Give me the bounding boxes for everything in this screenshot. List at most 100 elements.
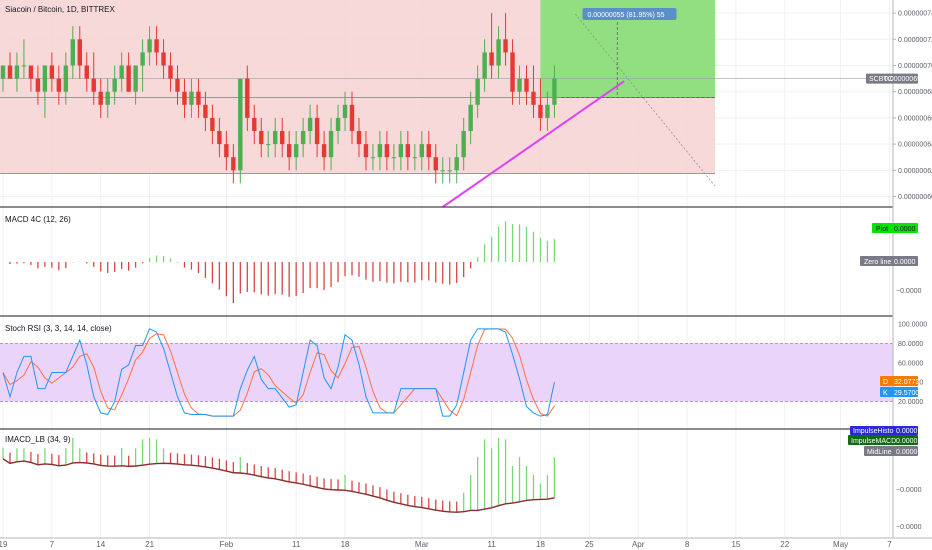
candle-body	[0, 65, 6, 79]
candle-body	[356, 131, 362, 145]
candle-body	[168, 65, 173, 79]
time-tick-label: 11	[487, 540, 496, 549]
time-tick-label: May	[833, 540, 848, 549]
candle-body	[545, 104, 550, 118]
time-tick-label: Feb	[219, 540, 233, 549]
imacd-midline-value: 0.0000	[896, 449, 918, 456]
stoch-title: Stoch RSI (3, 3, 14, 14, close)	[5, 324, 112, 333]
candle-body	[307, 117, 313, 132]
candle-body	[405, 144, 411, 158]
time-tick-label: 22	[780, 540, 789, 549]
candle-body	[126, 65, 131, 92]
candle-body	[7, 65, 13, 79]
price-tick-label: 0.00000068	[898, 89, 932, 96]
candle-body	[482, 52, 487, 79]
stoch-k-line	[2, 328, 555, 417]
time-axis[interactable]: 19 7 14 21 Feb 11 18 Mar 11 18 25 Apr 8 15 22 May 7	[0, 540, 892, 549]
stoch-d-line	[2, 328, 555, 417]
time-tick-label: Apr	[632, 540, 645, 549]
time-tick-label: 18	[341, 540, 350, 549]
projection-badge	[582, 8, 677, 20]
time-tick-label: 7	[887, 540, 892, 549]
stoch-d-value: 32.0773	[894, 379, 919, 386]
candle-body	[14, 65, 20, 79]
trendline[interactable]	[442, 80, 625, 208]
stoch-level-label: 100.0000	[898, 322, 927, 329]
candle-body	[77, 39, 82, 66]
candle-body	[342, 104, 348, 118]
candle-body	[266, 144, 271, 146]
candle-body	[552, 78, 557, 105]
price-tick-label: 0.00000072	[898, 37, 932, 44]
candle-body	[161, 52, 166, 66]
price-tick-label: 0.00000074	[898, 11, 932, 18]
candle-body	[314, 117, 320, 145]
candle-body	[335, 117, 341, 132]
candle-body	[475, 78, 480, 105]
time-tick-label: 8	[685, 540, 690, 549]
imacd-midline-badge: MidLine 0.0000	[864, 446, 918, 456]
candle-body	[133, 65, 138, 92]
candle-body	[447, 170, 452, 172]
time-tick-label: 11	[292, 540, 301, 549]
candles	[0, 13, 557, 184]
imacd-pane[interactable]: IMACD_LB (34, 9)	[2, 435, 556, 513]
macd-pane[interactable]: MACD 4C (12, 26)	[3, 215, 556, 304]
candle-body	[370, 157, 376, 159]
symbol-title: Siacoin / Bitcoin, 1D, BITTREX	[5, 5, 115, 14]
candle-body	[286, 144, 292, 158]
candle-body	[328, 131, 334, 158]
stoch-level-label: 60.0000	[898, 360, 923, 367]
time-tick-label: 19	[0, 540, 8, 549]
imacd-title: IMACD_LB (34, 9)	[5, 435, 71, 444]
current-price-value: 0.00000069	[884, 76, 921, 83]
price-scale[interactable]: 0.00000074 0.00000072 0.00000070 0.00000068…	[848, 0, 932, 538]
candle-body	[70, 39, 75, 66]
candle-body	[182, 91, 187, 105]
candle-body	[538, 104, 543, 118]
candle-body	[391, 157, 397, 159]
candle-body	[517, 78, 522, 92]
candle-body	[238, 78, 243, 171]
imacd-macd-label: ImpulseMACD	[851, 438, 896, 445]
candle-body	[196, 91, 201, 105]
candle-body	[377, 144, 383, 158]
macd-histogram	[9, 221, 556, 304]
stoch-level-label: 80.0000	[898, 341, 923, 348]
candle-body	[461, 131, 466, 158]
macd-zero-label: Zero line	[864, 259, 891, 266]
macd-plot-value: 0.0000	[894, 226, 916, 233]
candle-body	[217, 131, 222, 145]
candle-body	[210, 117, 215, 132]
candle-body	[56, 78, 62, 92]
stoch-k-label: K	[883, 390, 888, 397]
candle-body	[524, 78, 529, 92]
price-tick-label: 0.00000066	[898, 115, 932, 122]
time-tick-label: 25	[585, 540, 594, 549]
candle-body	[189, 91, 194, 105]
price-tick-label: 0.00000070	[898, 63, 932, 70]
candle-body	[280, 131, 285, 145]
price-pane[interactable]: 0.00000055 (81.95%) 55 Siacoin / Bitcoin…	[0, 0, 893, 208]
candle-body	[175, 78, 180, 92]
candle-body	[259, 131, 264, 145]
candle-body	[273, 131, 278, 145]
stoch-band	[0, 343, 893, 402]
stoch-rsi-pane[interactable]: Stoch RSI (3, 3, 14, 14, close)	[0, 324, 893, 417]
candle-body	[454, 157, 459, 171]
imacd-histo-value: 0.0000	[896, 428, 918, 435]
candle-body	[321, 144, 327, 158]
imacd-macd-value: 0.0000	[896, 438, 918, 445]
time-tick-label: 15	[731, 540, 740, 549]
candle-body	[468, 104, 473, 132]
candle-body	[384, 144, 390, 158]
current-price-symbol: SCBTC	[869, 76, 893, 83]
candle-body	[42, 65, 48, 92]
time-tick-label: 18	[536, 540, 545, 549]
candle-body	[252, 117, 257, 132]
candle-body	[28, 65, 34, 79]
candle-body	[35, 78, 41, 92]
candle-body	[245, 78, 250, 118]
